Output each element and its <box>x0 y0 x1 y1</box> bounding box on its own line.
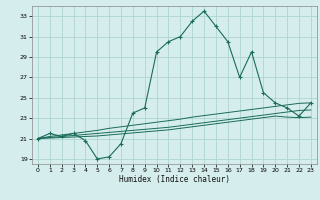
X-axis label: Humidex (Indice chaleur): Humidex (Indice chaleur) <box>119 175 230 184</box>
